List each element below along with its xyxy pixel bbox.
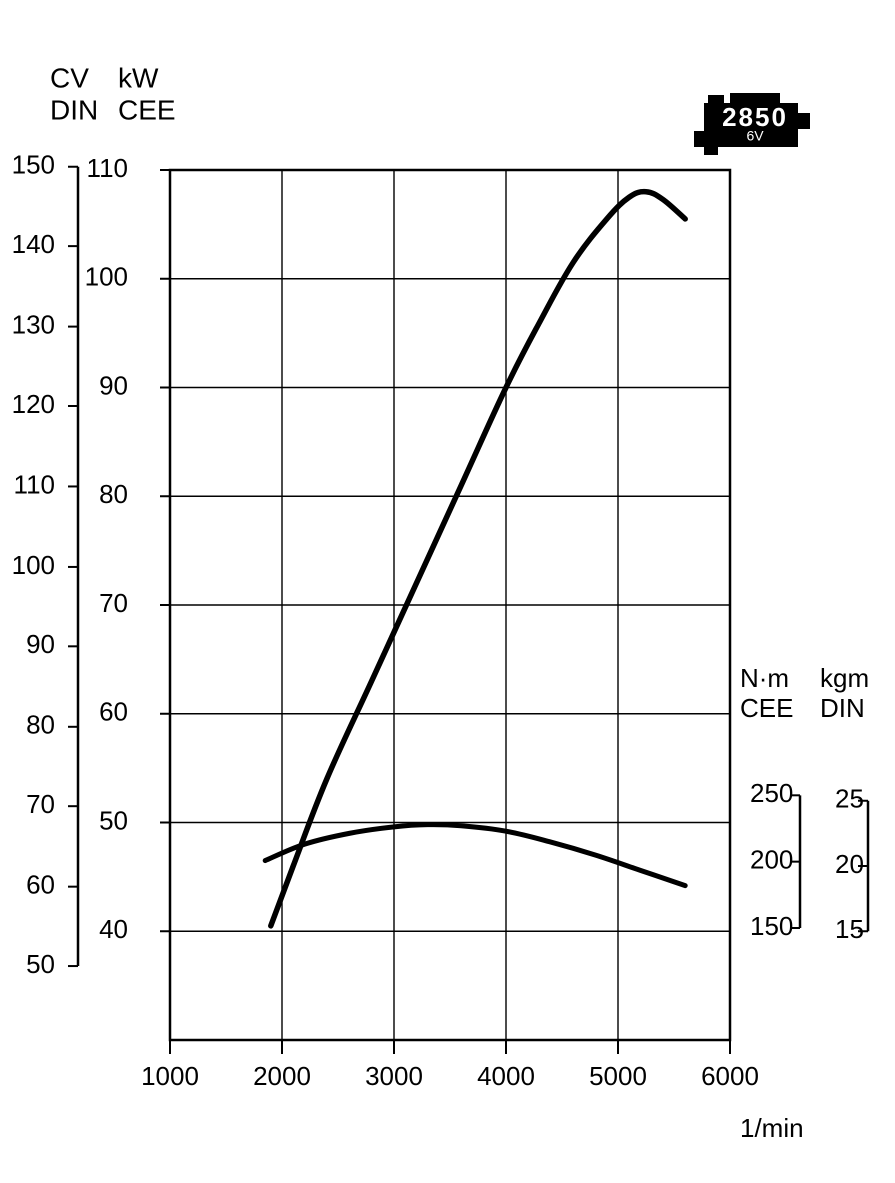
kgm-din-label: kgmDIN [820, 663, 869, 723]
kw-cee-label: kWCEE [118, 62, 176, 125]
x-tick-label: 3000 [365, 1061, 423, 1091]
kgm-tick-label: 20 [835, 849, 864, 879]
svg-text:DIN: DIN [50, 94, 98, 125]
cv-tick-label: 70 [26, 789, 55, 819]
nm-cee-label: N·mCEE [740, 663, 793, 723]
kw-tick-label: 70 [99, 588, 128, 618]
cv-din-label: CVDIN [50, 62, 98, 125]
svg-text:kW: kW [118, 62, 159, 93]
svg-text:CEE: CEE [118, 94, 176, 125]
kw-tick-label: 40 [99, 914, 128, 944]
x-tick-label: 2000 [253, 1061, 311, 1091]
cv-tick-label: 90 [26, 629, 55, 659]
engine-badge: 28506V [694, 93, 810, 155]
kw-tick-label: 100 [85, 262, 128, 292]
svg-text:CV: CV [50, 62, 89, 93]
cv-tick-label: 100 [12, 550, 55, 580]
cv-tick-label: 50 [26, 949, 55, 979]
cv-tick-label: 60 [26, 870, 55, 900]
cv-tick-label: 140 [12, 229, 55, 259]
kw-tick-label: 90 [99, 370, 128, 400]
cv-tick-label: 120 [12, 389, 55, 419]
x-tick-label: 4000 [477, 1061, 535, 1091]
kw-tick-label: 50 [99, 805, 128, 835]
x-tick-label: 1000 [141, 1061, 199, 1091]
cv-tick-label: 110 [14, 469, 55, 499]
x-tick-label: 6000 [701, 1061, 759, 1091]
kw-tick-label: 60 [99, 697, 128, 727]
x-tick-label: 5000 [589, 1061, 647, 1091]
nm-tick-label: 250 [750, 778, 793, 808]
nm-tick-label: 150 [750, 911, 793, 941]
kgm-tick-label: 15 [835, 914, 864, 944]
cv-tick-label: 130 [12, 309, 55, 339]
svg-text:CEE: CEE [740, 693, 793, 723]
nm-tick-label: 200 [750, 845, 793, 875]
kgm-tick-label: 25 [835, 784, 864, 814]
cv-tick-label: 150 [12, 150, 55, 180]
x-unit-label: 1/min [740, 1113, 804, 1143]
kw-tick-label: 80 [99, 479, 128, 509]
svg-text:N·m: N·m [740, 663, 789, 693]
engine-badge-line2: 6V [746, 128, 764, 144]
svg-text:kgm: kgm [820, 663, 869, 693]
cv-tick-label: 80 [26, 710, 55, 740]
plot-area [170, 170, 730, 1040]
svg-text:DIN: DIN [820, 693, 865, 723]
kw-tick-label: 110 [87, 153, 128, 183]
